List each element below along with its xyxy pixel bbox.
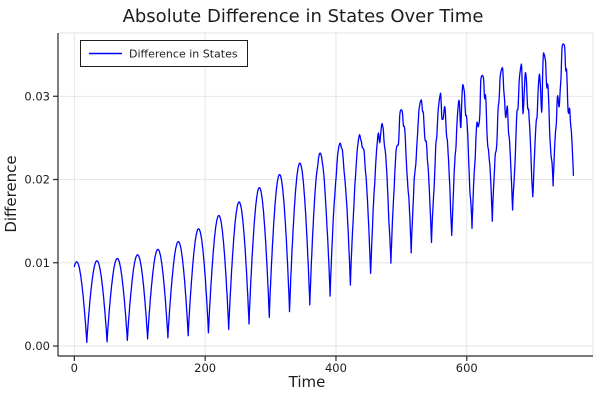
- y-tick-label: 0.02: [24, 173, 50, 187]
- legend-label: Difference in States: [129, 48, 238, 61]
- x-tick-label: 400: [325, 361, 347, 375]
- legend-box: Difference in States: [80, 40, 248, 67]
- y-tick-label: 0.03: [24, 89, 50, 103]
- y-tick-label: 0.01: [24, 256, 50, 270]
- y-tick-label: 0.00: [24, 339, 50, 353]
- difference-line-series: [73, 43, 575, 344]
- x-axis-label: Time: [288, 373, 326, 391]
- x-tick-label: 200: [194, 361, 216, 375]
- frame-layer: [58, 32, 594, 356]
- grid-layer: [58, 33, 593, 356]
- x-tick-label: 600: [456, 361, 478, 375]
- x-tick-label: 0: [71, 361, 78, 375]
- tick-label-layer: 0 200 400 600 0.00 0.01 0.02 0.03: [24, 89, 477, 375]
- axis-layer: [53, 33, 593, 361]
- y-axis-label: Difference: [2, 155, 20, 232]
- chart-title: Absolute Difference in States Over Time: [123, 6, 484, 27]
